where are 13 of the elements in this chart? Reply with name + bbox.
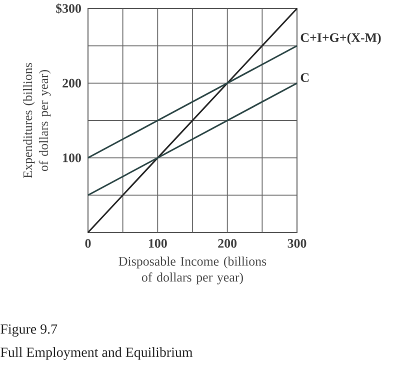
- y-tick-label: $300: [56, 4, 81, 14]
- text: Full Employment and Equilibrium: [0, 347, 193, 360]
- x-axis-title: Disposable Income (billions of dollars per year): [118, 256, 266, 285]
- series-label: C: [300, 74, 309, 82]
- x-tick-label: 0: [85, 239, 91, 248]
- series-label: C+I+G+(X-M): [300, 33, 381, 45]
- caption: Figure 9.7: [0, 324, 58, 337]
- y-tick-label: 200: [62, 79, 81, 88]
- y-axis-title: Expenditures (billions of dollars per year): [23, 63, 51, 178]
- x-tick-label: 300: [288, 239, 306, 248]
- y-tick-label: 100: [63, 154, 81, 162]
- x-tick-label: 200: [218, 239, 237, 248]
- x-tick-label: 100: [148, 239, 167, 248]
